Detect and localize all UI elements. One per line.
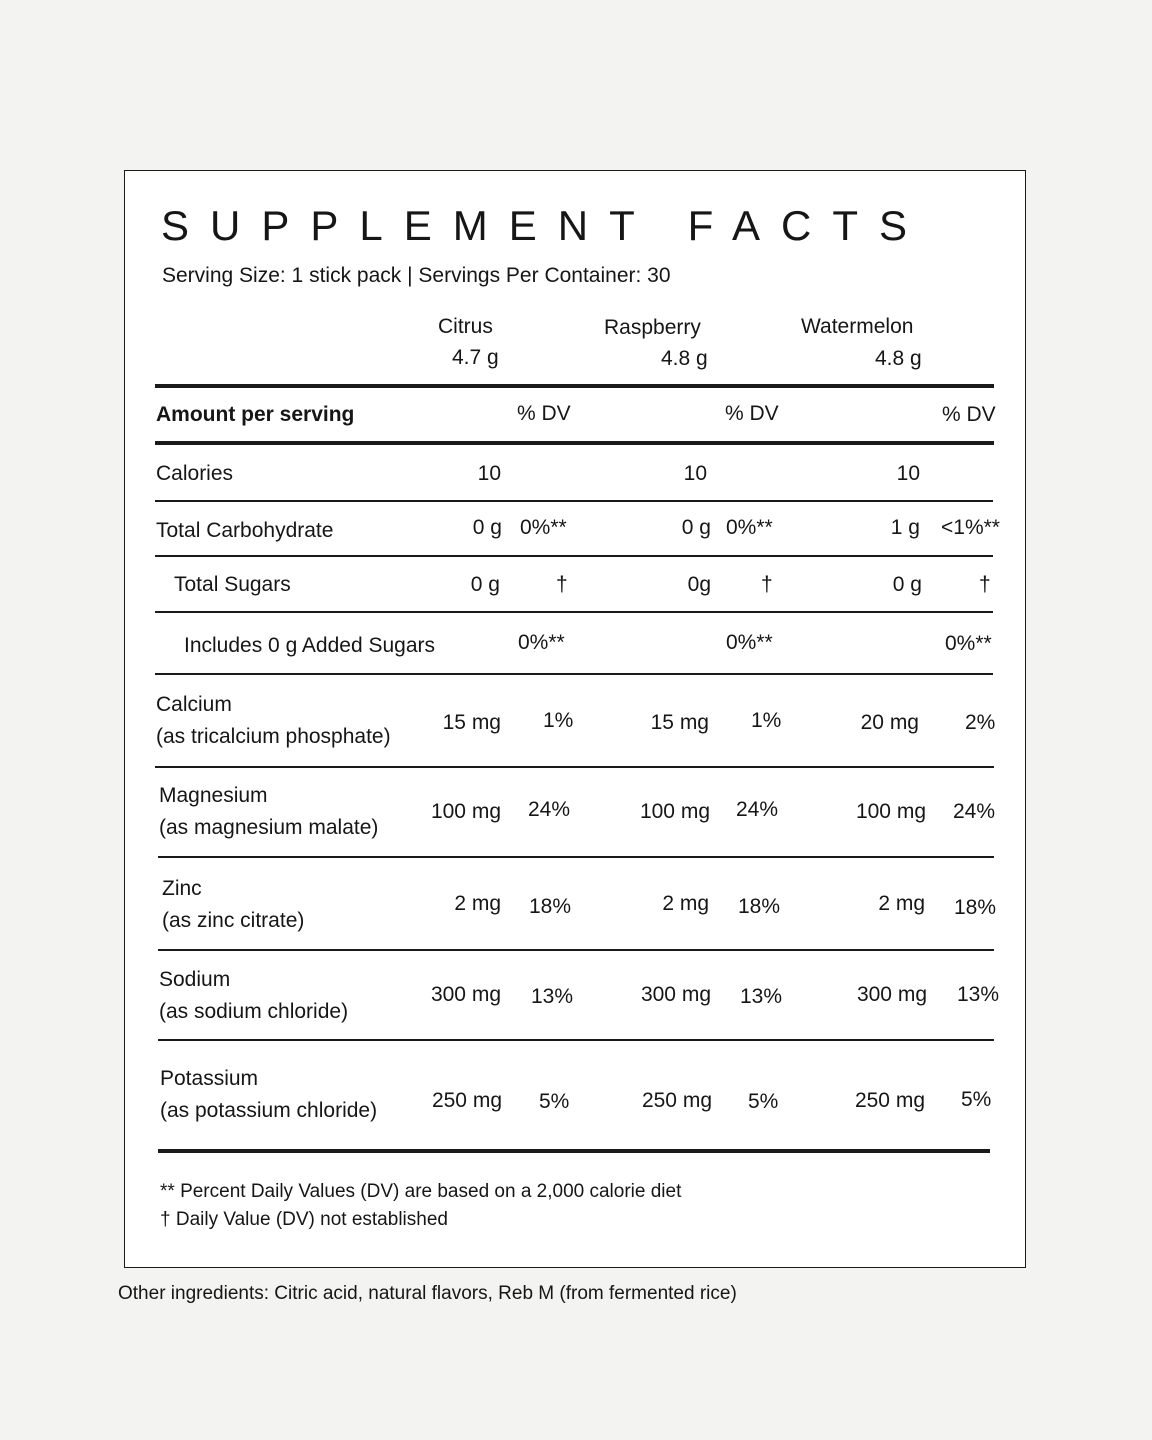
dv-raspberry: † bbox=[761, 573, 773, 596]
amount-citrus: 100 mg bbox=[430, 800, 501, 823]
row-divider bbox=[155, 673, 993, 675]
amount-raspberry: 15 mg bbox=[650, 711, 709, 734]
flavor-weight-citrus: 4.7 g bbox=[452, 346, 499, 369]
amount-raspberry: 100 mg bbox=[639, 800, 710, 823]
amount-raspberry: 300 mg bbox=[640, 983, 711, 1006]
divider-thick-header bbox=[155, 441, 994, 445]
row-divider bbox=[155, 766, 994, 768]
divider-thick-top bbox=[155, 384, 994, 388]
dv-raspberry: 0%** bbox=[726, 516, 773, 539]
amount-watermelon: 100 mg bbox=[855, 800, 926, 823]
dv-watermelon: 24% bbox=[953, 800, 996, 823]
row-label-magnesium: Magnesium bbox=[159, 784, 268, 807]
footnote-dv-basis: ** Percent Daily Values (DV) are based o… bbox=[160, 1181, 682, 1202]
dv-citrus: 18% bbox=[529, 895, 572, 918]
flavor-weight-watermelon: 4.8 g bbox=[875, 347, 922, 370]
amount-citrus: 2 mg bbox=[454, 892, 501, 915]
row-label-sodium: Sodium bbox=[159, 968, 231, 991]
row-label-zinc: Zinc bbox=[162, 877, 202, 900]
dv-header-raspberry: % DV bbox=[725, 402, 779, 425]
dv-citrus: 1% bbox=[543, 709, 574, 732]
footnote-dv-not-established: † Daily Value (DV) not established bbox=[160, 1209, 448, 1230]
amount-raspberry: 0 g bbox=[681, 516, 711, 539]
row-sublabel-zinc: (as zinc citrate) bbox=[162, 909, 305, 932]
row-sublabel-potassium: (as potassium chloride) bbox=[160, 1099, 378, 1122]
row-divider bbox=[158, 856, 994, 858]
dv-citrus: 5% bbox=[539, 1090, 570, 1113]
dv-watermelon: 2% bbox=[965, 711, 996, 734]
dv-watermelon: 0%** bbox=[945, 632, 992, 655]
dv-raspberry: 13% bbox=[740, 985, 783, 1008]
row-label-total-carbohydrate: Total Carbohydrate bbox=[156, 519, 334, 542]
flavor-name-citrus: Citrus bbox=[438, 315, 493, 338]
flavor-weight-raspberry: 4.8 g bbox=[661, 347, 708, 370]
row-divider bbox=[155, 500, 993, 502]
divider-thick-bottom bbox=[158, 1149, 990, 1153]
dv-raspberry: 5% bbox=[748, 1090, 779, 1113]
dv-header-citrus: % DV bbox=[517, 402, 571, 425]
supplement-facts-panel bbox=[124, 170, 1026, 1268]
dv-watermelon: † bbox=[979, 573, 991, 596]
amount-citrus: 15 mg bbox=[442, 711, 501, 734]
dv-header-watermelon: % DV bbox=[942, 403, 996, 426]
amount-citrus: 0 g bbox=[470, 573, 500, 596]
panel-title: SUPPLEMENT FACTS bbox=[161, 202, 928, 249]
dv-watermelon: 18% bbox=[954, 896, 997, 919]
row-label-total-sugars: Total Sugars bbox=[174, 573, 291, 596]
amount-watermelon: 0 g bbox=[892, 573, 922, 596]
row-label-calcium: Calcium bbox=[156, 693, 232, 716]
amount-watermelon: 2 mg bbox=[878, 892, 925, 915]
dv-citrus: 0%** bbox=[518, 631, 565, 654]
row-divider bbox=[155, 555, 993, 557]
dv-raspberry: 1% bbox=[751, 709, 782, 732]
amount-per-serving-label: Amount per serving bbox=[156, 403, 355, 426]
amount-watermelon: 10 bbox=[896, 462, 920, 485]
amount-citrus: 300 mg bbox=[430, 983, 501, 1006]
amount-watermelon: 1 g bbox=[890, 516, 920, 539]
dv-citrus: † bbox=[556, 573, 568, 596]
row-sublabel-sodium: (as sodium chloride) bbox=[159, 1000, 349, 1023]
row-divider bbox=[158, 1039, 994, 1041]
amount-raspberry: 10 bbox=[683, 462, 707, 485]
flavor-name-watermelon: Watermelon bbox=[801, 315, 914, 338]
amount-raspberry: 250 mg bbox=[641, 1089, 712, 1112]
row-sublabel-calcium: (as tricalcium phosphate) bbox=[156, 725, 391, 748]
row-divider bbox=[155, 611, 993, 613]
amount-watermelon: 250 mg bbox=[854, 1089, 925, 1112]
dv-citrus: 24% bbox=[528, 798, 571, 821]
amount-raspberry: 2 mg bbox=[662, 892, 709, 915]
row-label-calories: Calories bbox=[156, 462, 234, 485]
dv-raspberry: 18% bbox=[738, 895, 781, 918]
serving-info: Serving Size: 1 stick pack | Servings Pe… bbox=[162, 264, 671, 287]
row-label-added-sugars: Includes 0 g Added Sugars bbox=[184, 634, 436, 657]
flavor-name-raspberry: Raspberry bbox=[604, 316, 701, 339]
row-label-potassium: Potassium bbox=[160, 1067, 259, 1090]
amount-watermelon: 300 mg bbox=[856, 983, 927, 1006]
dv-watermelon: <1%** bbox=[941, 516, 1000, 539]
dv-watermelon: 5% bbox=[961, 1088, 992, 1111]
dv-raspberry: 24% bbox=[736, 798, 779, 821]
amount-citrus: 250 mg bbox=[431, 1089, 502, 1112]
amount-citrus: 0 g bbox=[472, 516, 502, 539]
other-ingredients: Other ingredients: Citric acid, natural … bbox=[118, 1283, 737, 1304]
dv-citrus: 13% bbox=[531, 985, 574, 1008]
row-sublabel-magnesium: (as magnesium malate) bbox=[159, 816, 379, 839]
dv-citrus: 0%** bbox=[520, 516, 567, 539]
amount-watermelon: 20 mg bbox=[860, 711, 919, 734]
dv-watermelon: 13% bbox=[957, 983, 1000, 1006]
row-divider bbox=[158, 949, 994, 951]
amount-raspberry: 0g bbox=[687, 573, 711, 596]
dv-raspberry: 0%** bbox=[726, 631, 773, 654]
amount-citrus: 10 bbox=[477, 462, 501, 485]
